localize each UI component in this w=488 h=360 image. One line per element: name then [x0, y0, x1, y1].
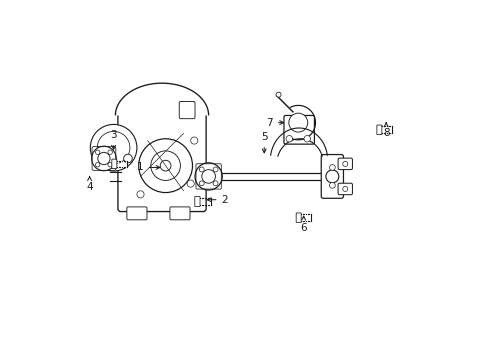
Circle shape: [199, 181, 203, 186]
FancyBboxPatch shape: [169, 207, 190, 220]
Circle shape: [150, 151, 180, 180]
Circle shape: [195, 163, 222, 190]
Text: 5: 5: [261, 132, 267, 153]
Circle shape: [325, 170, 338, 183]
FancyBboxPatch shape: [284, 116, 314, 144]
Circle shape: [95, 150, 100, 154]
FancyBboxPatch shape: [376, 125, 381, 135]
Circle shape: [98, 152, 110, 165]
Circle shape: [108, 150, 112, 154]
Circle shape: [123, 154, 132, 163]
Circle shape: [329, 183, 335, 188]
FancyBboxPatch shape: [321, 154, 343, 198]
Circle shape: [342, 161, 347, 166]
Circle shape: [139, 139, 192, 193]
FancyBboxPatch shape: [179, 102, 195, 119]
Circle shape: [137, 191, 144, 198]
FancyBboxPatch shape: [112, 159, 117, 168]
Circle shape: [97, 131, 130, 164]
Circle shape: [288, 113, 307, 132]
Circle shape: [304, 135, 310, 142]
Circle shape: [276, 92, 281, 97]
Circle shape: [160, 160, 171, 171]
FancyBboxPatch shape: [118, 113, 206, 212]
FancyBboxPatch shape: [194, 197, 200, 207]
Circle shape: [90, 125, 137, 171]
Text: 4: 4: [86, 176, 93, 192]
FancyBboxPatch shape: [296, 213, 301, 222]
Circle shape: [342, 186, 347, 192]
Circle shape: [285, 135, 292, 142]
Text: 3: 3: [110, 130, 117, 149]
FancyBboxPatch shape: [337, 183, 352, 195]
Polygon shape: [115, 83, 208, 116]
Circle shape: [187, 180, 194, 187]
FancyBboxPatch shape: [126, 207, 147, 220]
FancyBboxPatch shape: [337, 158, 352, 170]
Circle shape: [91, 146, 116, 171]
Text: 7: 7: [266, 118, 283, 128]
Text: 2: 2: [207, 195, 227, 205]
Circle shape: [202, 170, 215, 183]
Circle shape: [108, 162, 112, 167]
Circle shape: [213, 167, 218, 172]
Circle shape: [199, 167, 203, 172]
Text: 8: 8: [382, 123, 388, 138]
Text: 6: 6: [300, 216, 306, 233]
Circle shape: [213, 181, 218, 186]
Circle shape: [95, 162, 100, 167]
Circle shape: [190, 137, 198, 144]
Text: 1: 1: [137, 162, 160, 172]
Circle shape: [329, 165, 335, 170]
